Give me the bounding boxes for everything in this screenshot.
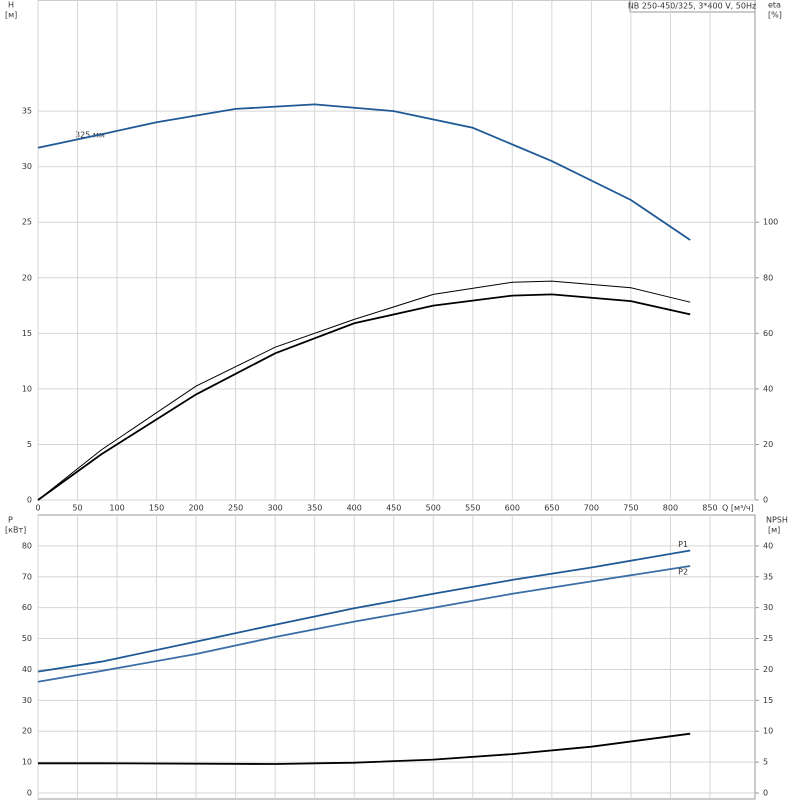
y2-tick-label: 5 — [763, 758, 768, 767]
y-tick-label: 40 — [22, 665, 32, 674]
x-tick-label: 300 — [268, 504, 283, 513]
y-tick-label: 30 — [22, 162, 32, 171]
y-label: H — [8, 1, 14, 10]
x-tick-label: 400 — [347, 504, 362, 513]
series-line — [38, 732, 691, 765]
x-tick-label: 150 — [149, 504, 164, 513]
y-tick-label: 70 — [22, 572, 32, 581]
y2-tick-label: 60 — [763, 329, 773, 338]
x-tick-label: 50 — [72, 504, 82, 513]
y2-tick-label: 80 — [763, 273, 773, 282]
x-tick-label: 800 — [663, 504, 678, 513]
y2-tick-label: 25 — [763, 634, 773, 643]
x-tick-label: 550 — [465, 504, 480, 513]
y-tick-label: 50 — [22, 634, 32, 643]
series-line — [37, 103, 691, 241]
y-tick-label: 5 — [27, 440, 32, 449]
plot-frame — [37, 0, 756, 501]
y2-tick-label: 40 — [763, 541, 773, 550]
y-unit: [м] — [5, 11, 17, 20]
y-tick-label: 20 — [22, 727, 32, 736]
y2-tick-label: 20 — [763, 665, 773, 674]
y2-label: NPSH — [766, 516, 788, 525]
y-tick-label: 25 — [22, 218, 32, 227]
y-tick-label: 35 — [22, 107, 32, 116]
x-tick-label: 350 — [307, 504, 322, 513]
y-tick-label: 10 — [22, 758, 32, 767]
y-tick-label: 30 — [22, 696, 32, 705]
y2-unit: [%] — [768, 11, 782, 20]
y2-tick-label: 0 — [763, 496, 768, 505]
x-tick-label: 0 — [35, 504, 40, 513]
chart-title: NB 250-450/325, 3*400 V, 50Hz — [628, 2, 756, 11]
y-tick-label: 0 — [27, 789, 32, 798]
title-box — [629, 0, 756, 13]
y2-unit: [м] — [768, 526, 780, 535]
y2-tick-label: 35 — [763, 572, 773, 581]
y-tick-label: 0 — [27, 496, 32, 505]
y2-tick-label: 30 — [763, 603, 773, 612]
x-tick-label: 250 — [228, 504, 243, 513]
annotation: 325 мм — [75, 131, 105, 140]
x-tick-label: 450 — [386, 504, 401, 513]
y-label: P — [8, 516, 13, 525]
y2-tick-label: 0 — [763, 789, 768, 798]
y-tick-label: 15 — [22, 329, 32, 338]
x-tick-label: 500 — [426, 504, 441, 513]
y2-tick-label: 10 — [763, 727, 773, 736]
y2-label: eta — [768, 1, 781, 10]
series-label: P1 — [678, 540, 688, 549]
y2-tick-label: 100 — [763, 218, 778, 227]
series-line — [37, 293, 691, 501]
x-label: Q [м³/ч] — [722, 504, 754, 513]
y2-tick-label: 20 — [763, 440, 773, 449]
y-tick-label: 60 — [22, 603, 32, 612]
series-line — [37, 280, 691, 501]
y-tick-label: 10 — [22, 384, 32, 393]
x-tick-label: 200 — [188, 504, 203, 513]
y-tick-label: 20 — [22, 273, 32, 282]
y2-tick-label: 15 — [763, 696, 773, 705]
x-tick-label: 700 — [584, 504, 599, 513]
x-tick-label: 850 — [702, 504, 717, 513]
series-line — [37, 549, 691, 673]
series-label: P2 — [678, 567, 688, 576]
x-tick-label: 100 — [109, 504, 124, 513]
x-tick-label: 650 — [544, 504, 559, 513]
y-unit: [кВт] — [5, 526, 26, 535]
series-line — [37, 565, 691, 683]
y-tick-label: 80 — [22, 541, 32, 550]
x-tick-label: 600 — [505, 504, 520, 513]
x-tick-label: 750 — [623, 504, 638, 513]
y2-tick-label: 40 — [763, 384, 773, 393]
